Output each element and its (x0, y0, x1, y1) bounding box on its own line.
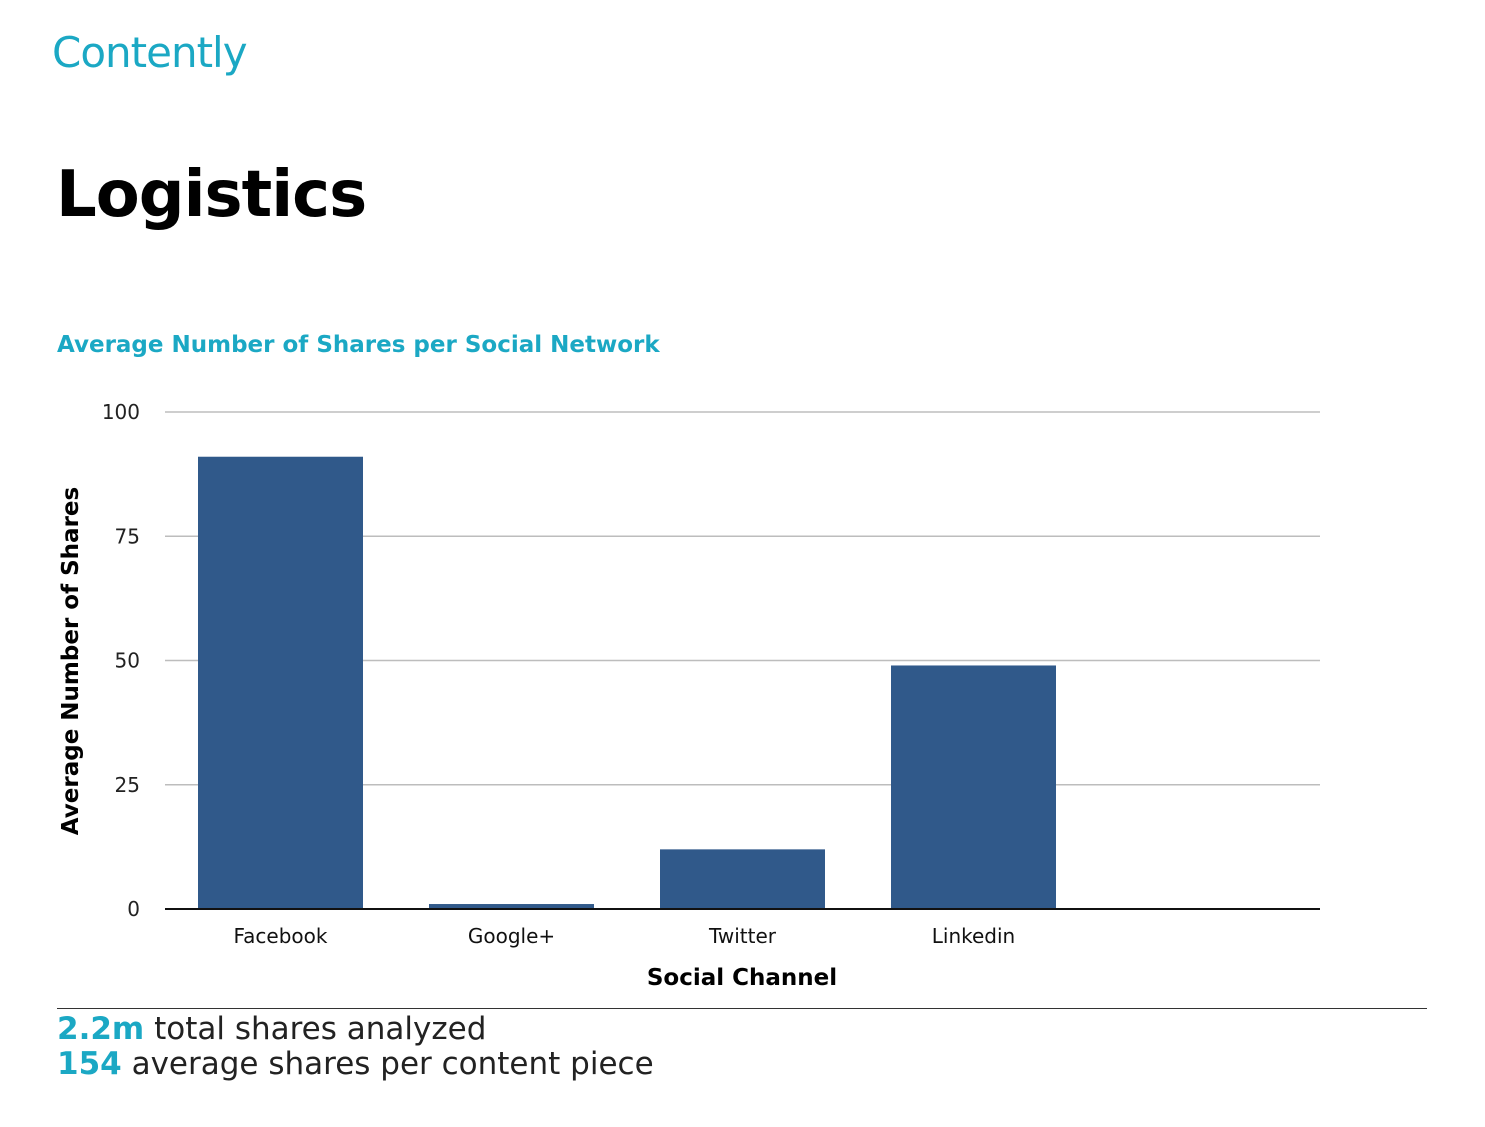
bar-google (429, 904, 594, 909)
divider (57, 1008, 1427, 1009)
page-title: Logistics (56, 158, 367, 232)
contently-logo: Contently (52, 28, 248, 77)
x-tick-label: Google+ (468, 924, 555, 948)
y-tick-label: 100 (102, 400, 140, 424)
bar-twitter (660, 849, 825, 909)
y-tick-label: 75 (115, 524, 140, 548)
bar-facebook (198, 456, 363, 909)
bar-chart: 0 25 50 75 100 Facebook Google+ Twitter Linkedin… (58, 400, 1320, 991)
y-tick-label: 50 (115, 649, 140, 673)
x-axis-label: Social Channel (647, 965, 837, 991)
x-tick-label: Linkedin (932, 924, 1015, 948)
x-tick-label: Twitter (708, 924, 777, 948)
stat-value: 154 (57, 1046, 122, 1082)
bar-linkedin (891, 665, 1056, 909)
stat-value: 2.2m (57, 1011, 145, 1047)
y-tick-label: 0 (127, 897, 140, 921)
x-tick-label: Facebook (234, 924, 328, 948)
stat-total-shares: 2.2m total shares analyzed (57, 1011, 486, 1047)
y-tick-label: 25 (115, 773, 140, 797)
y-axis-label: Average Number of Shares (58, 487, 84, 835)
stat-average-shares: 154 average shares per content piece (57, 1046, 654, 1082)
stat-label: average shares per content piece (131, 1046, 654, 1082)
stat-label: total shares analyzed (154, 1011, 487, 1047)
chart-title: Average Number of Shares per Social Netw… (57, 332, 660, 358)
